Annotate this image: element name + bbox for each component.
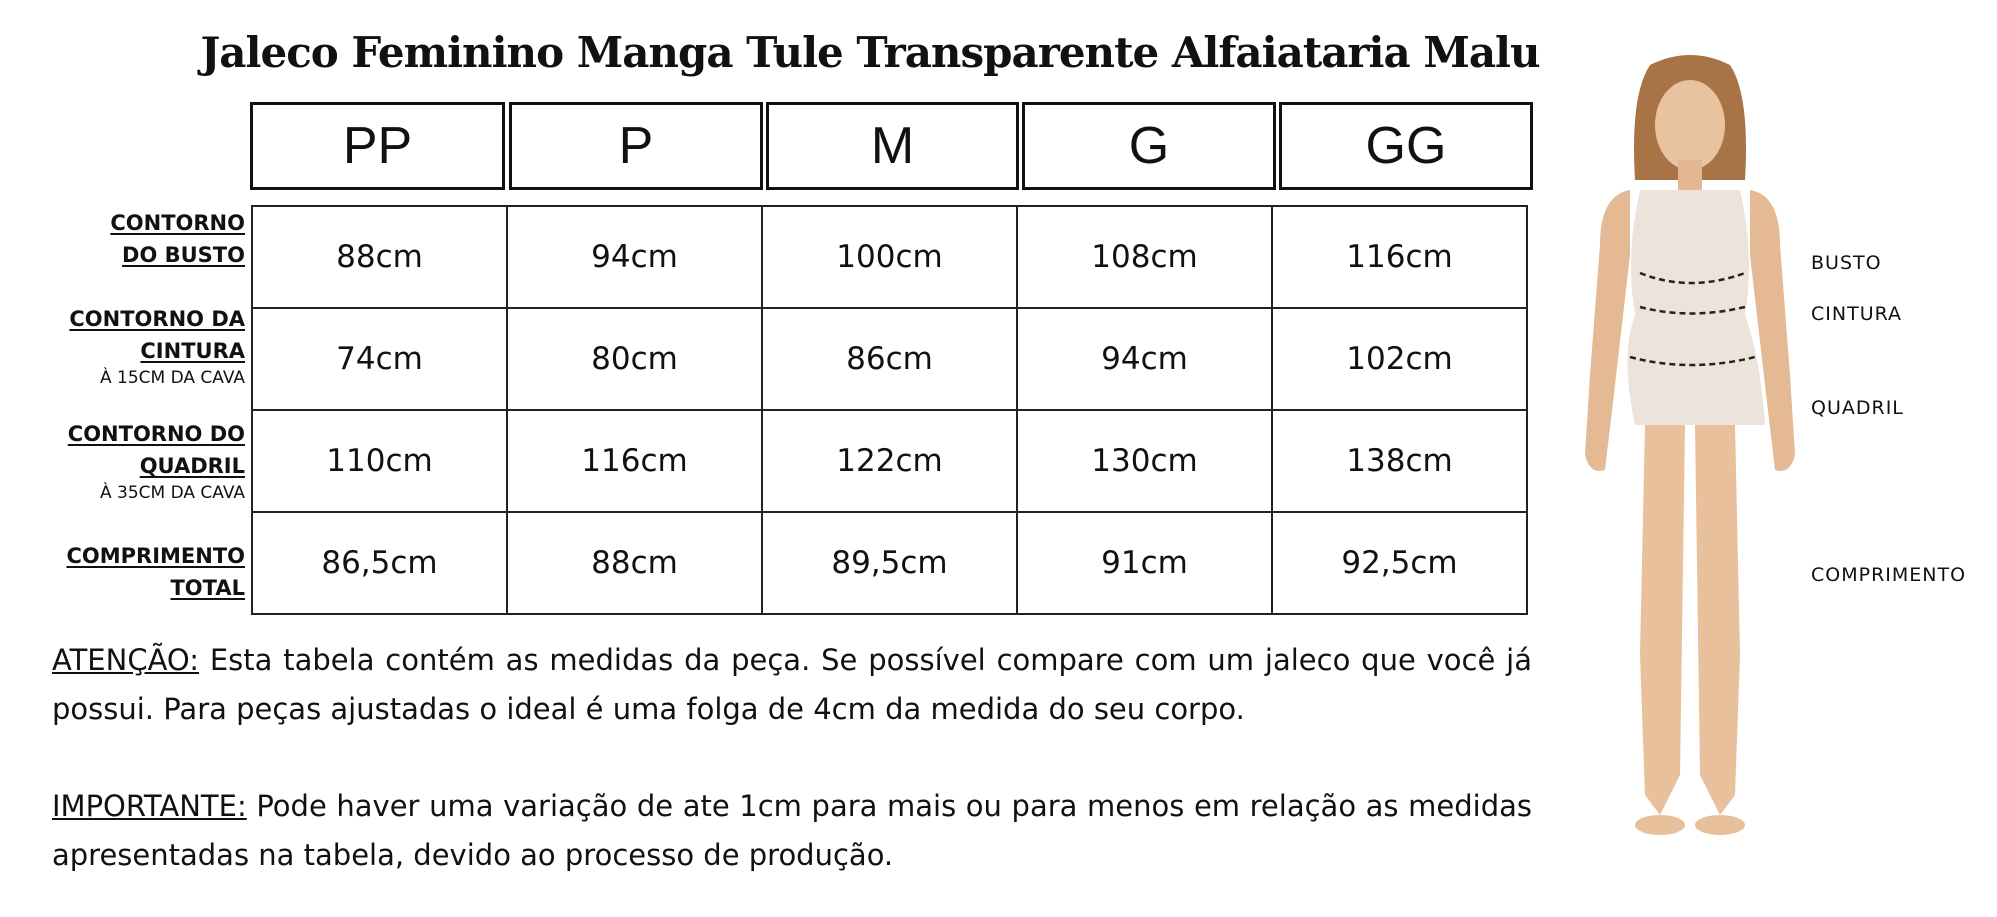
row-label-bust: CONTORNO DO BUSTO bbox=[85, 207, 245, 271]
table-cell: 130cm bbox=[1016, 409, 1273, 513]
table-cell: 100cm bbox=[761, 205, 1018, 309]
table-cell: 86cm bbox=[761, 307, 1018, 411]
attention-note: ATENÇÃO: Esta tabela contém as medidas d… bbox=[52, 636, 1532, 734]
table-row: 74cm 80cm 86cm 94cm 102cm bbox=[251, 307, 1528, 411]
table-cell: 88cm bbox=[251, 205, 508, 309]
figure-label-bust: BUSTO bbox=[1811, 252, 1882, 274]
table-cell: 122cm bbox=[761, 409, 1018, 513]
row-note: À 35CM DA CAVA bbox=[99, 483, 245, 503]
size-header-pp: PP bbox=[250, 102, 505, 190]
table-row: 88cm 94cm 100cm 108cm 116cm bbox=[251, 205, 1528, 309]
row-label-text: CONTORNO DO QUADRIL bbox=[67, 422, 245, 478]
size-header-g: G bbox=[1022, 102, 1276, 190]
hip-line bbox=[1629, 355, 1756, 367]
page-title: Jaleco Feminino Manga Tule Transparente … bbox=[200, 28, 1540, 77]
row-label-text: CONTORNO DO BUSTO bbox=[110, 211, 245, 267]
row-label-waist: CONTORNO DA CINTURA À 15CM DA CAVA bbox=[45, 303, 245, 389]
table-cell: 80cm bbox=[506, 307, 763, 411]
attention-label: ATENÇÃO: bbox=[52, 643, 199, 677]
figure-label-length: COMPRIMENTO bbox=[1811, 564, 1967, 586]
important-label: IMPORTANTE: bbox=[52, 789, 247, 823]
row-note: À 15CM DA CAVA bbox=[99, 368, 245, 388]
table-row: 110cm 116cm 122cm 130cm 138cm bbox=[251, 409, 1528, 513]
important-note: IMPORTANTE: Pode haver uma variação de a… bbox=[52, 782, 1532, 880]
waist-line bbox=[1639, 305, 1746, 315]
table-cell: 116cm bbox=[1271, 205, 1528, 309]
attention-text: Esta tabela contém as medidas da peça. S… bbox=[52, 643, 1532, 726]
table-cell: 116cm bbox=[506, 409, 763, 513]
measurements-table: 88cm 94cm 100cm 108cm 116cm 74cm 80cm 86cm 94cm… bbox=[251, 205, 1528, 615]
table-cell: 138cm bbox=[1271, 409, 1528, 513]
size-header-p: P bbox=[509, 102, 763, 190]
important-text: Pode haver uma variação de ate 1cm para … bbox=[52, 789, 1532, 872]
figure-label-waist: CINTURA bbox=[1811, 303, 1903, 325]
figure-label-hip: QUADRIL bbox=[1811, 397, 1904, 419]
table-cell: 86,5cm bbox=[251, 511, 508, 615]
bust-line bbox=[1639, 271, 1746, 285]
row-label-text: CONTORNO DA CINTURA bbox=[69, 307, 245, 363]
table-cell: 94cm bbox=[506, 205, 763, 309]
size-header-gg: GG bbox=[1279, 102, 1533, 190]
row-label-text: COMPRIMENTO TOTAL bbox=[66, 544, 245, 600]
table-row: 86,5cm 88cm 89,5cm 91cm 92,5cm bbox=[251, 511, 1528, 615]
table-cell: 110cm bbox=[251, 409, 508, 513]
table-cell: 92,5cm bbox=[1271, 511, 1528, 615]
table-cell: 88cm bbox=[506, 511, 763, 615]
table-cell: 108cm bbox=[1016, 205, 1273, 309]
table-cell: 102cm bbox=[1271, 307, 1528, 411]
row-label-hip: CONTORNO DO QUADRIL À 35CM DA CAVA bbox=[45, 418, 245, 504]
size-header-m: M bbox=[766, 102, 1019, 190]
body-figure-illustration bbox=[1585, 55, 1795, 835]
row-label-length: COMPRIMENTO TOTAL bbox=[45, 540, 245, 604]
table-cell: 89,5cm bbox=[761, 511, 1018, 615]
table-cell: 91cm bbox=[1016, 511, 1273, 615]
table-cell: 94cm bbox=[1016, 307, 1273, 411]
table-cell: 74cm bbox=[251, 307, 508, 411]
